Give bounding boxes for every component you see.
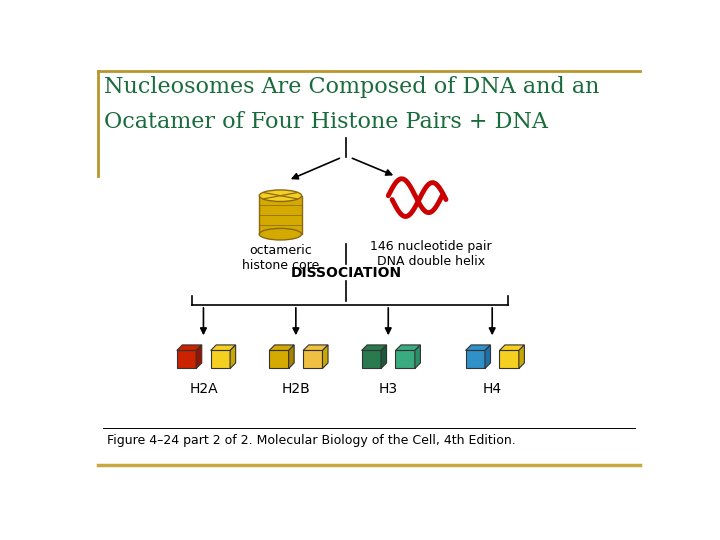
Polygon shape (303, 345, 328, 350)
Polygon shape (269, 345, 294, 350)
Polygon shape (466, 350, 485, 368)
Polygon shape (230, 345, 235, 368)
Polygon shape (500, 345, 524, 350)
Polygon shape (197, 345, 202, 368)
Polygon shape (381, 345, 387, 368)
Polygon shape (485, 345, 490, 368)
Polygon shape (289, 345, 294, 368)
Text: Nucleosomes Are Composed of DNA and an: Nucleosomes Are Composed of DNA and an (104, 76, 600, 98)
Polygon shape (323, 345, 328, 368)
Text: Ocatamer of Four Histone Pairs + DNA: Ocatamer of Four Histone Pairs + DNA (104, 111, 548, 133)
Polygon shape (395, 345, 420, 350)
Polygon shape (211, 345, 235, 350)
FancyBboxPatch shape (259, 195, 302, 234)
Text: Figure 4–24 part 2 of 2. Molecular Biology of the Cell, 4th Edition.: Figure 4–24 part 2 of 2. Molecular Biolo… (107, 434, 516, 448)
Text: H2B: H2B (282, 382, 310, 396)
Ellipse shape (259, 228, 302, 240)
Text: H4: H4 (482, 382, 502, 396)
Polygon shape (395, 350, 415, 368)
Text: H2A: H2A (189, 382, 217, 396)
Polygon shape (177, 345, 202, 350)
Polygon shape (361, 350, 381, 368)
Polygon shape (269, 350, 289, 368)
Polygon shape (466, 345, 490, 350)
Polygon shape (361, 345, 387, 350)
Text: octameric
histone core: octameric histone core (242, 244, 319, 272)
Text: DISSOCIATION: DISSOCIATION (290, 266, 402, 280)
Polygon shape (500, 350, 519, 368)
Polygon shape (519, 345, 524, 368)
Text: H3: H3 (379, 382, 398, 396)
Polygon shape (177, 350, 197, 368)
Ellipse shape (259, 190, 302, 201)
Polygon shape (415, 345, 420, 368)
Polygon shape (211, 350, 230, 368)
Polygon shape (303, 350, 323, 368)
Text: 146 nucleotide pair
DNA double helix: 146 nucleotide pair DNA double helix (370, 240, 492, 268)
